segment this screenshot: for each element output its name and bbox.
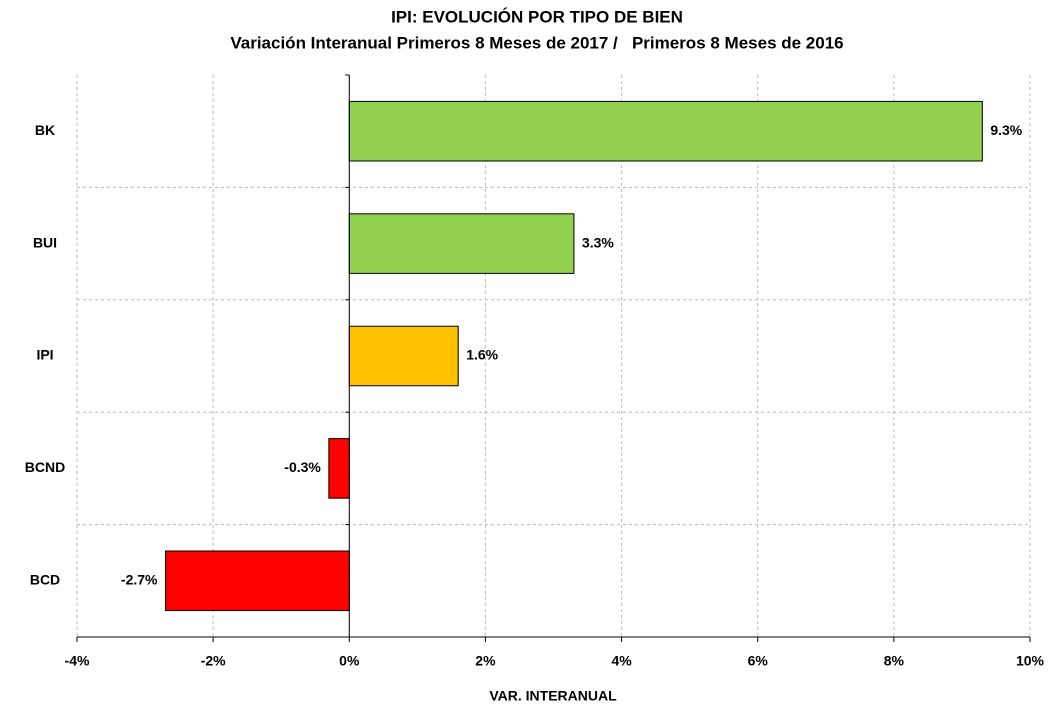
x-tick-label: 8%	[884, 653, 905, 669]
value-label: 9.3%	[990, 122, 1022, 138]
x-axis-label: VAR. INTERANUAL	[489, 688, 617, 704]
bar	[164, 550, 350, 612]
y-tick-label: BCND	[25, 459, 65, 475]
y-tick-label: IPI	[36, 347, 53, 363]
bar	[348, 100, 983, 162]
y-tick-label: BK	[35, 122, 55, 138]
bar	[328, 438, 350, 499]
chart-subtitle: Variación Interanual Primeros 8 Meses de…	[230, 33, 843, 52]
value-label: 3.3%	[582, 234, 614, 250]
y-tick-label: BUI	[33, 234, 57, 250]
x-tick-label: 0%	[339, 653, 360, 669]
value-label: -0.3%	[284, 459, 321, 475]
value-label: 1.6%	[466, 347, 498, 363]
x-tick-label: 10%	[1016, 653, 1045, 669]
x-tick-label: -4%	[65, 653, 90, 669]
x-tick-label: 2%	[475, 653, 496, 669]
x-tick-label: -2%	[201, 653, 226, 669]
x-tick-label: 4%	[611, 653, 632, 669]
x-tick-label: 6%	[748, 653, 769, 669]
bar	[348, 213, 575, 274]
bar	[348, 325, 459, 387]
y-tick-label: BCD	[30, 572, 60, 588]
value-label: -2.7%	[121, 572, 158, 588]
chart-title: IPI: EVOLUCIÓN POR TIPO DE BIEN	[391, 7, 683, 26]
